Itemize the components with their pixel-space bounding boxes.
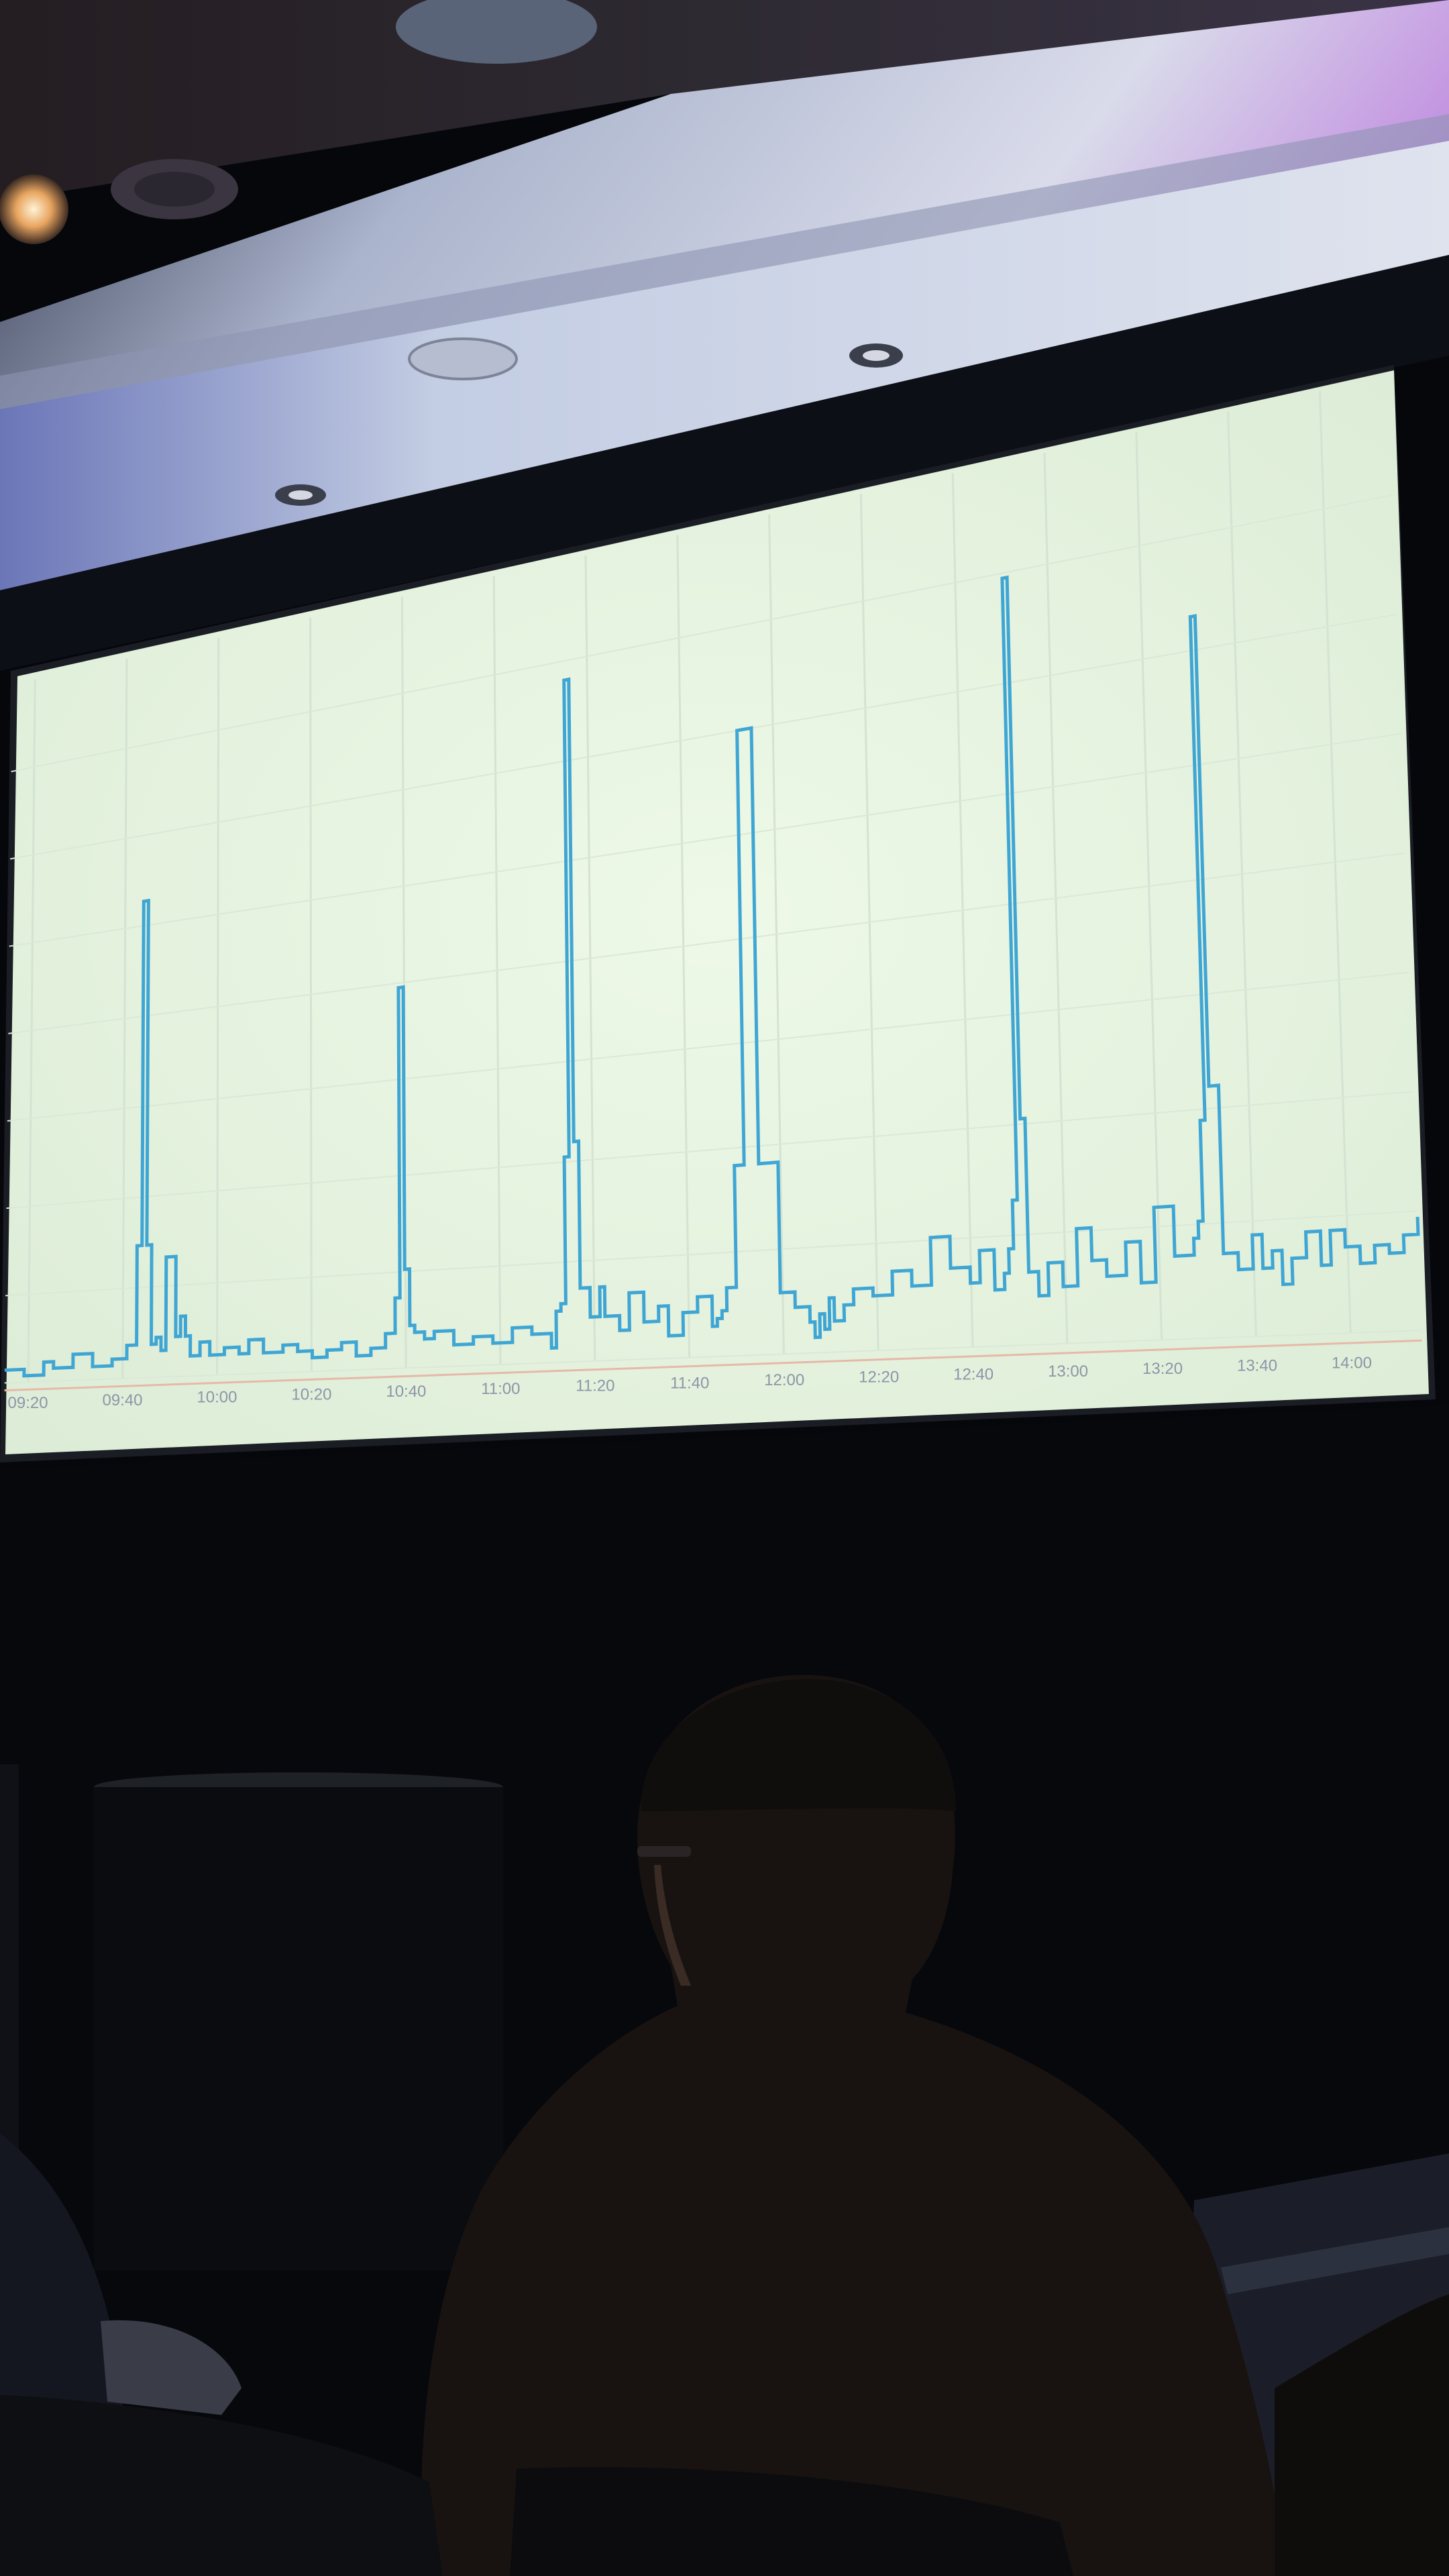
chair-back-center bbox=[510, 2467, 1073, 2576]
grid-line-horizontal bbox=[5, 1210, 1417, 1297]
x-tick-label: 09:40 bbox=[102, 1391, 142, 1409]
grid-line-horizontal bbox=[10, 613, 1397, 860]
x-tick-label: 10:20 bbox=[291, 1385, 331, 1403]
grid-line-horizontal bbox=[6, 1091, 1413, 1210]
person-cap bbox=[641, 1679, 956, 1811]
lower-ceiling bbox=[0, 141, 1449, 590]
screen-valance bbox=[0, 255, 1449, 671]
ceiling-projector bbox=[396, 0, 597, 64]
grid-line-horizontal bbox=[11, 494, 1393, 773]
x-axis-line bbox=[4, 1339, 1422, 1392]
series-line bbox=[4, 575, 1420, 1378]
x-tick-label: 12:00 bbox=[764, 1371, 804, 1389]
x-tick-label: 11:20 bbox=[576, 1377, 614, 1395]
downlight-1-core bbox=[863, 350, 890, 361]
ceiling-lamp bbox=[0, 174, 68, 244]
chair-back-left bbox=[0, 2395, 443, 2576]
x-tick-label: 13:40 bbox=[1237, 1357, 1277, 1375]
x-tick-label: 12:20 bbox=[859, 1368, 899, 1387]
grid-line-horizontal bbox=[9, 733, 1401, 947]
downlight-2-core bbox=[288, 490, 313, 500]
ceiling-speaker-inner bbox=[134, 172, 215, 207]
podium-body bbox=[94, 1787, 503, 2270]
ceiling-vent bbox=[408, 337, 518, 380]
screen-chart: 09:20 09:40 10:00 10:20 10:40 11:00 11:20 11:40… bbox=[4, 390, 1422, 1412]
x-tick-label: 14:00 bbox=[1332, 1354, 1372, 1372]
floor-stripe bbox=[1221, 2227, 1449, 2294]
chair-back-right bbox=[1275, 2294, 1449, 2576]
grid-line-horizontal bbox=[8, 852, 1405, 1034]
projection-screen bbox=[5, 370, 1429, 1454]
person-glasses bbox=[637, 1846, 691, 1857]
person-ear bbox=[654, 1865, 691, 1986]
x-tick-label: 11:40 bbox=[670, 1374, 709, 1392]
grid-line-horizontal bbox=[7, 971, 1409, 1122]
x-tick-label: 10:00 bbox=[197, 1389, 237, 1407]
audience-person bbox=[421, 1674, 1288, 2576]
grid-line-horizontal bbox=[4, 1330, 1421, 1384]
x-tick-label: 12:40 bbox=[953, 1365, 994, 1383]
x-tick-label: 10:40 bbox=[386, 1383, 426, 1401]
x-tick-label: 11:00 bbox=[481, 1380, 520, 1398]
soffit-edge bbox=[0, 114, 1449, 409]
x-tick-label: 13:20 bbox=[1142, 1360, 1183, 1378]
x-tick-label: 09:20 bbox=[8, 1394, 48, 1412]
left-person-hand bbox=[101, 2320, 241, 2415]
x-tick-label: 13:00 bbox=[1048, 1362, 1088, 1381]
